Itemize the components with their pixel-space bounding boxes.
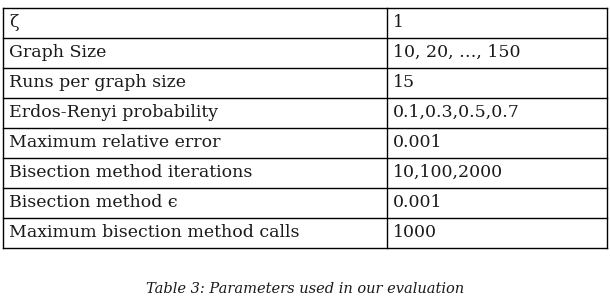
Text: ζ: ζ [9, 14, 19, 31]
Text: Maximum bisection method calls: Maximum bisection method calls [9, 224, 300, 241]
Text: 0.1,0.3,0.5,0.7: 0.1,0.3,0.5,0.7 [393, 104, 520, 121]
Text: 15: 15 [393, 74, 415, 91]
Text: Bisection method ϵ: Bisection method ϵ [9, 194, 178, 211]
Text: 0.001: 0.001 [393, 134, 442, 151]
Text: 1000: 1000 [393, 224, 437, 241]
Text: 1: 1 [393, 14, 404, 31]
Text: Bisection method iterations: Bisection method iterations [9, 164, 253, 181]
Text: Erdos-Renyi probability: Erdos-Renyi probability [9, 104, 218, 121]
Text: 10,100,2000: 10,100,2000 [393, 164, 503, 181]
Text: Maximum relative error: Maximum relative error [9, 134, 221, 151]
Text: Table 3: Parameters used in our evaluation: Table 3: Parameters used in our evaluati… [146, 282, 464, 296]
Text: 10, 20, …, 150: 10, 20, …, 150 [393, 44, 520, 61]
Text: Runs per graph size: Runs per graph size [9, 74, 186, 91]
Text: Graph Size: Graph Size [9, 44, 107, 61]
Text: 0.001: 0.001 [393, 194, 442, 211]
